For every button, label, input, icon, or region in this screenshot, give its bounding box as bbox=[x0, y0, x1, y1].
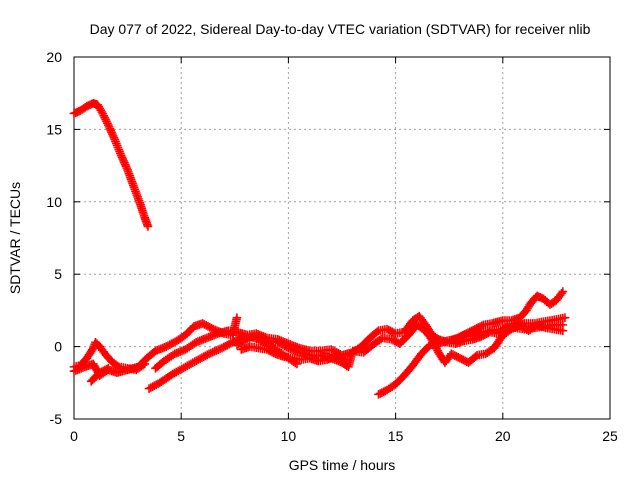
grid bbox=[74, 57, 610, 419]
y-tick-label: 10 bbox=[46, 194, 62, 210]
data-markers bbox=[69, 99, 570, 399]
y-tick-label: 5 bbox=[54, 266, 62, 282]
series-sat-a bbox=[69, 99, 153, 231]
y-tick-label: 15 bbox=[46, 121, 62, 137]
series-sat-d bbox=[86, 364, 113, 386]
x-tick-label: 0 bbox=[70, 428, 78, 444]
data-point bbox=[104, 364, 113, 373]
y-axis-label: SDTVAR / TECUs bbox=[7, 182, 23, 294]
x-tick-label: 5 bbox=[177, 428, 185, 444]
data-point bbox=[560, 313, 570, 322]
plot-frame bbox=[73, 56, 611, 420]
x-axis-label: GPS time / hours bbox=[289, 457, 396, 473]
series-sat-j bbox=[444, 287, 568, 346]
data-point bbox=[558, 326, 568, 335]
y-tick-label: -5 bbox=[50, 411, 63, 427]
x-tick-label: 20 bbox=[495, 428, 511, 444]
data-point bbox=[143, 222, 153, 231]
y-tick-label: 0 bbox=[54, 339, 62, 355]
series-sat-g bbox=[232, 320, 568, 372]
data-point bbox=[339, 355, 349, 364]
x-tick-label: 10 bbox=[281, 428, 297, 444]
x-tick-label: 15 bbox=[388, 428, 404, 444]
series-sat-h bbox=[236, 342, 349, 366]
chart-title: Day 077 of 2022, Sidereal Day-to-day VTE… bbox=[90, 21, 591, 37]
x-tick-label: 25 bbox=[602, 428, 618, 444]
data-point bbox=[232, 313, 242, 322]
y-tick-label: 20 bbox=[46, 49, 62, 65]
axis-ticks: 0 5 10 15 20 25 -5 0 5 10 15 20 bbox=[46, 49, 618, 444]
data-point bbox=[558, 287, 568, 296]
